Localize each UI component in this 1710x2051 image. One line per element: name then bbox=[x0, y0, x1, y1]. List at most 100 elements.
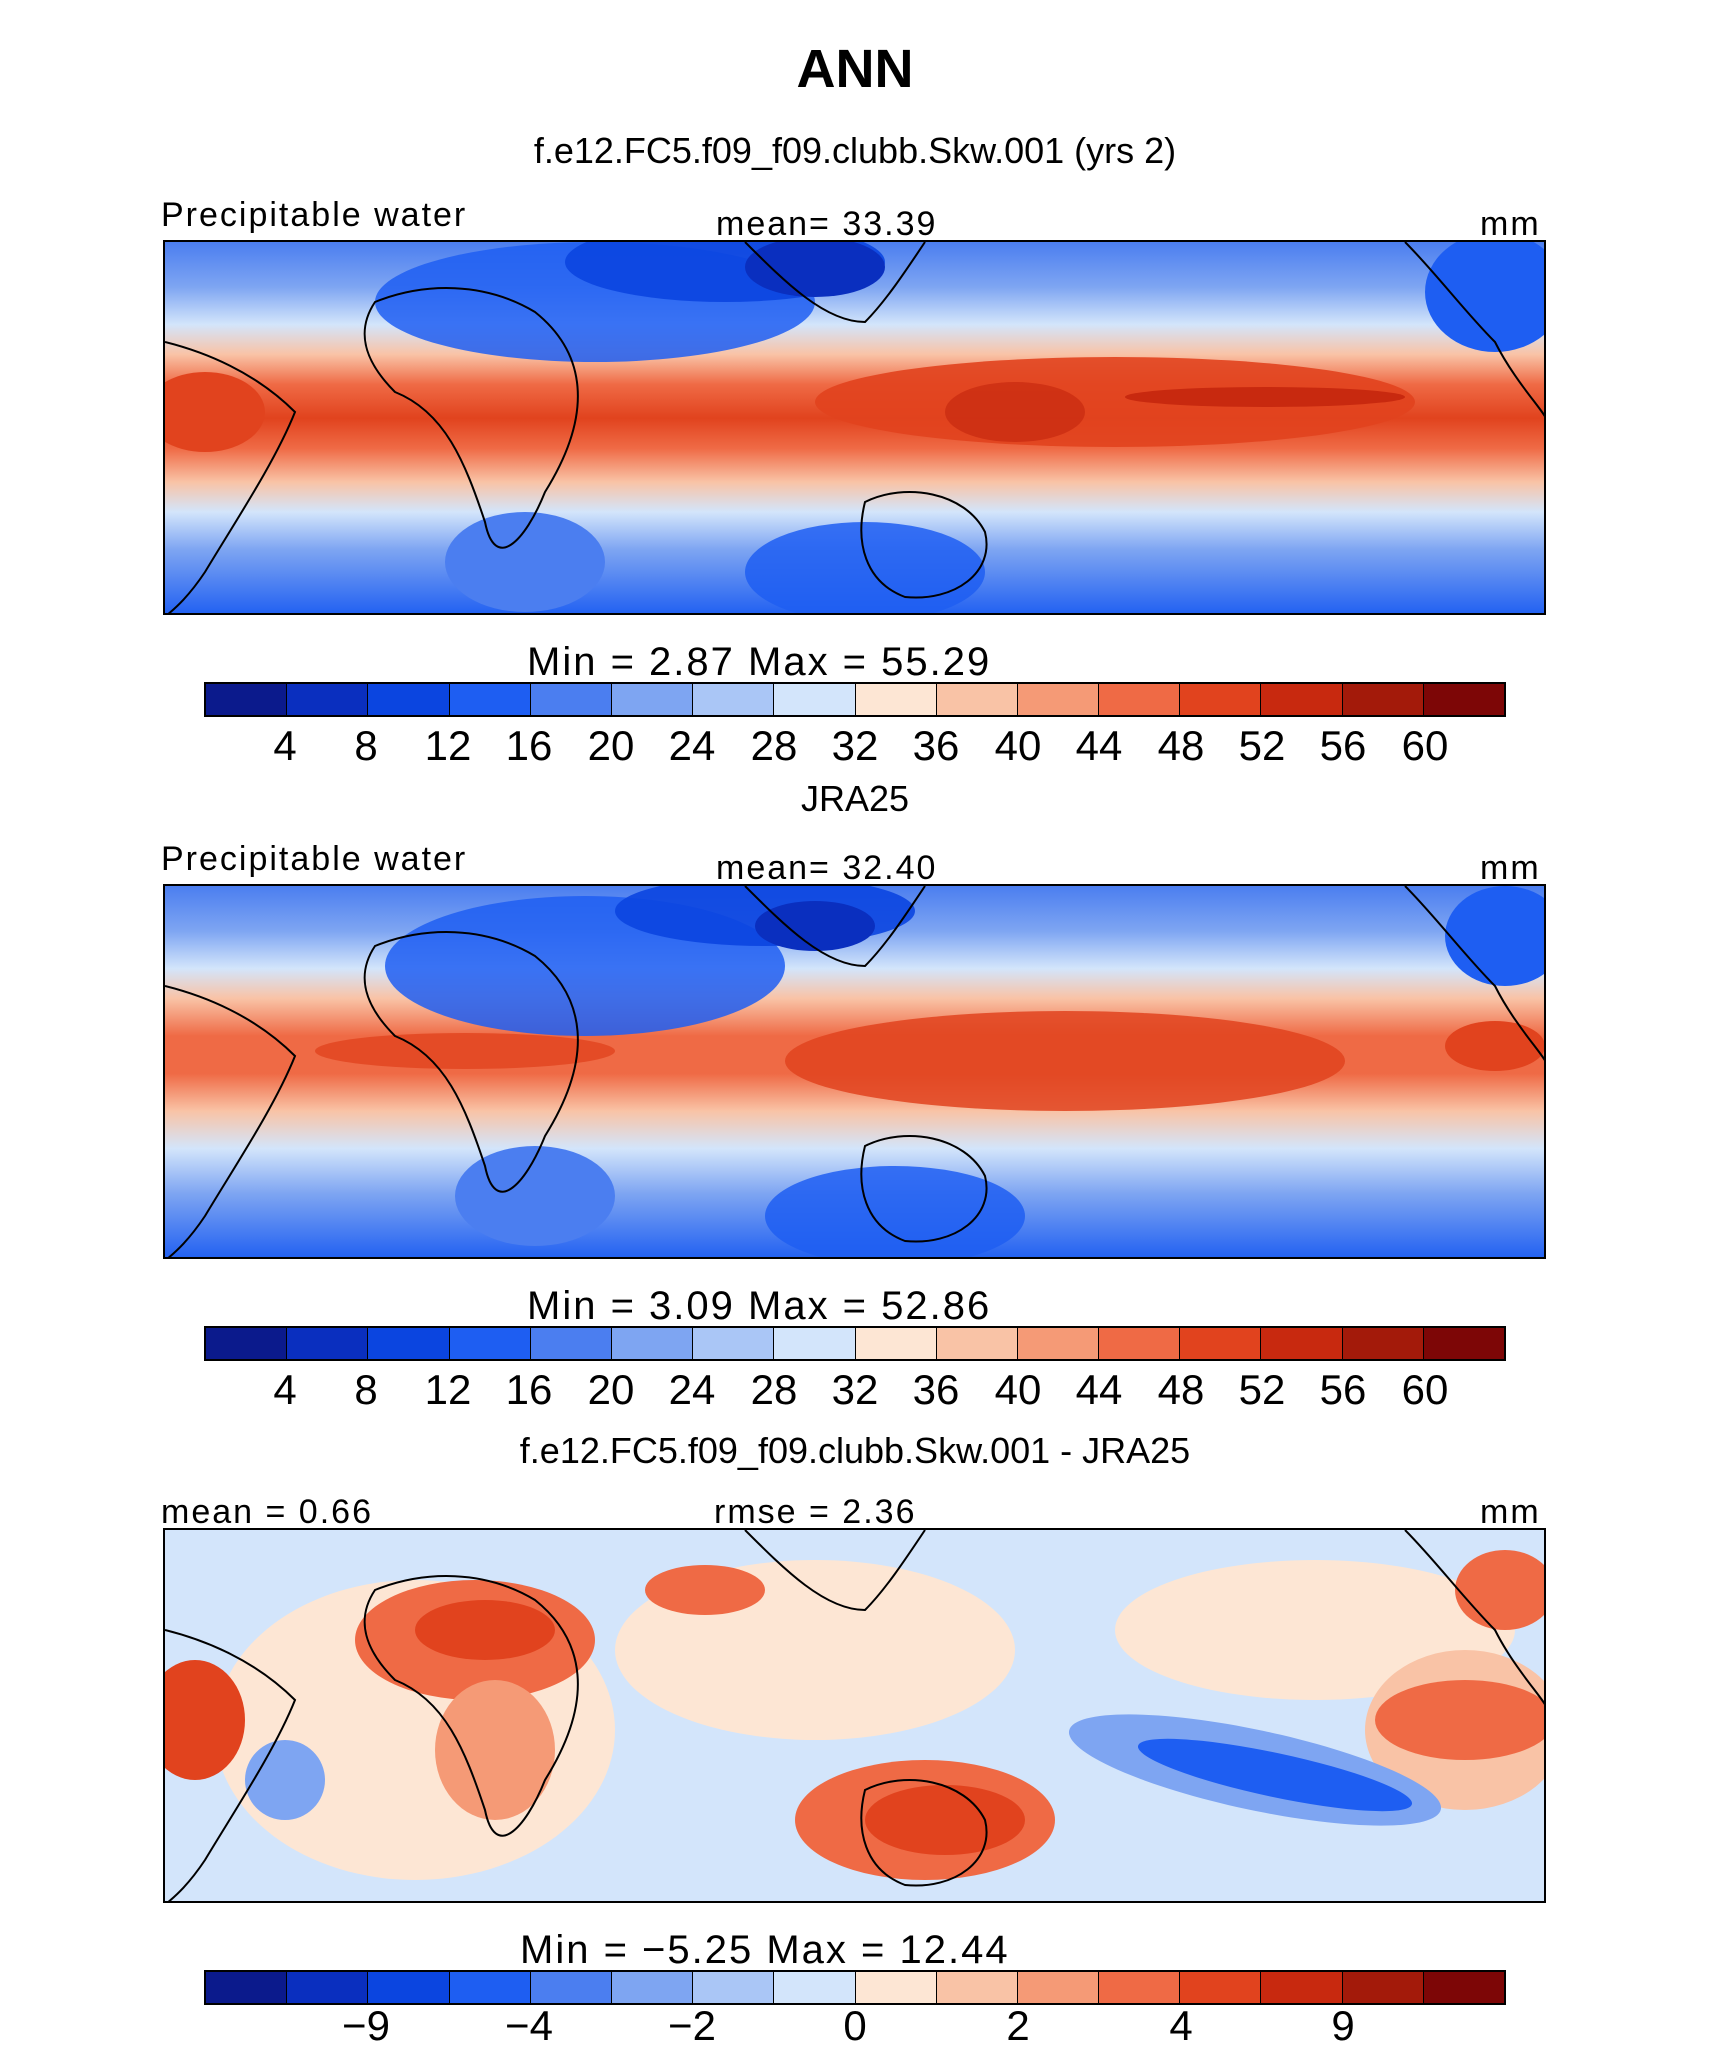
panel-model-mean-label: mean= 33.39 bbox=[716, 205, 938, 243]
colorbar-cell bbox=[1342, 1972, 1424, 2003]
colorbar-cell bbox=[206, 1328, 288, 1359]
colorbar-tick: 28 bbox=[750, 722, 798, 769]
panel-model-title: f.e12.FC5.f09_f09.clubb.Skw.001 (yrs 2) bbox=[533, 130, 1177, 171]
colorbar-tick: 12 bbox=[424, 722, 472, 769]
colorbar-cell bbox=[530, 1972, 612, 2003]
colorbar-tick: 8 bbox=[354, 1366, 378, 1413]
colorbar-tick: 2 bbox=[1006, 2002, 1030, 2049]
colorbar-cell bbox=[1017, 684, 1100, 715]
panel-model-colorbar-ticks: 4 8 12 16 20 24 28 32 36 40 44 48 52 56 … bbox=[0, 722, 1710, 772]
panel-diff-colorbar bbox=[204, 1970, 1506, 2005]
panel-model-variable-label: Precipitable water bbox=[161, 196, 468, 234]
panel-obs-colorbar bbox=[204, 1326, 1506, 1361]
panel-obs-variable-label: Precipitable water bbox=[161, 840, 468, 878]
colorbar-cell bbox=[611, 684, 694, 715]
colorbar-tick: 44 bbox=[1075, 1366, 1123, 1413]
colorbar-cell bbox=[206, 684, 288, 715]
colorbar-tick: 52 bbox=[1238, 1366, 1286, 1413]
panel-obs-map bbox=[163, 884, 1546, 1259]
colorbar-tick: 56 bbox=[1319, 1366, 1367, 1413]
colorbar-tick: 60 bbox=[1401, 1366, 1449, 1413]
colorbar-cell bbox=[287, 684, 369, 715]
colorbar-tick: 0 bbox=[843, 2002, 867, 2049]
panel-obs-units-label: mm bbox=[1480, 849, 1541, 887]
colorbar-cell bbox=[855, 1972, 937, 2003]
colorbar-tick: 48 bbox=[1157, 722, 1205, 769]
colorbar-cell bbox=[1099, 1972, 1181, 2003]
colorbar-cell bbox=[1261, 1972, 1343, 2003]
colorbar-tick: 32 bbox=[831, 722, 879, 769]
colorbar-tick: 60 bbox=[1401, 722, 1449, 769]
colorbar-cell bbox=[693, 1328, 775, 1359]
colorbar-tick: 20 bbox=[587, 1366, 635, 1413]
colorbar-cell bbox=[287, 1328, 369, 1359]
colorbar-tick: 12 bbox=[424, 1366, 472, 1413]
panel-diff-mean-label: mean = 0.66 bbox=[161, 1493, 373, 1531]
colorbar-cell bbox=[774, 684, 856, 715]
panel-model-colorbar bbox=[204, 682, 1506, 717]
colorbar-cell bbox=[855, 1328, 937, 1359]
colorbar-cell bbox=[1017, 1328, 1100, 1359]
colorbar-cell bbox=[368, 1328, 450, 1359]
colorbar-cell bbox=[368, 1972, 450, 2003]
panel-diff-minmax: Min = −5.25 Max = 12.44 bbox=[520, 1928, 1010, 1972]
colorbar-cell bbox=[1423, 1328, 1504, 1359]
colorbar-tick: 4 bbox=[1169, 2002, 1193, 2049]
colorbar-cell bbox=[449, 1328, 531, 1359]
panel-model-map bbox=[163, 240, 1546, 615]
colorbar-cell bbox=[1017, 1972, 1100, 2003]
plot-title: ANN bbox=[796, 39, 914, 99]
colorbar-cell bbox=[936, 1328, 1018, 1359]
colorbar-cell bbox=[1342, 684, 1424, 715]
colorbar-cell bbox=[936, 1972, 1018, 2003]
colorbar-tick: 24 bbox=[668, 722, 716, 769]
colorbar-cell bbox=[530, 1328, 612, 1359]
panel-diff-title: f.e12.FC5.f09_f09.clubb.Skw.001 - JRA25 bbox=[519, 1430, 1191, 1471]
colorbar-tick: 48 bbox=[1157, 1366, 1205, 1413]
colorbar-tick: 9 bbox=[1331, 2002, 1355, 2049]
panel-model-units-label: mm bbox=[1480, 205, 1541, 243]
colorbar-tick: 28 bbox=[750, 1366, 798, 1413]
panel-obs-title: JRA25 bbox=[800, 778, 910, 819]
colorbar-tick: 16 bbox=[505, 722, 553, 769]
colorbar-tick: 4 bbox=[273, 722, 297, 769]
colorbar-cell bbox=[1180, 684, 1262, 715]
panel-diff-units-label: mm bbox=[1480, 1493, 1541, 1531]
colorbar-tick: 40 bbox=[994, 722, 1042, 769]
colorbar-cell bbox=[611, 1972, 694, 2003]
colorbar-cell bbox=[449, 1972, 531, 2003]
colorbar-cell bbox=[774, 1328, 856, 1359]
colorbar-cell bbox=[1261, 684, 1343, 715]
colorbar-tick: 40 bbox=[994, 1366, 1042, 1413]
panel-diff-rmse-label: rmse = 2.36 bbox=[714, 1493, 917, 1531]
colorbar-tick: 36 bbox=[912, 1366, 960, 1413]
panel-diff-colorbar-ticks: −9 −4 −2 0 2 4 9 bbox=[0, 2002, 1710, 2051]
colorbar-tick: 52 bbox=[1238, 722, 1286, 769]
colorbar-cell bbox=[1180, 1328, 1262, 1359]
colorbar-cell bbox=[774, 1972, 856, 2003]
colorbar-tick: 36 bbox=[912, 722, 960, 769]
colorbar-cell bbox=[693, 684, 775, 715]
colorbar-cell bbox=[1423, 684, 1504, 715]
colorbar-cell bbox=[855, 684, 937, 715]
colorbar-tick: 56 bbox=[1319, 722, 1367, 769]
panel-obs-minmax: Min = 3.09 Max = 52.86 bbox=[527, 1284, 992, 1328]
colorbar-cell bbox=[1423, 1972, 1504, 2003]
colorbar-cell bbox=[368, 684, 450, 715]
colorbar-cell bbox=[1099, 684, 1181, 715]
colorbar-cell bbox=[1342, 1328, 1424, 1359]
colorbar-cell bbox=[449, 684, 531, 715]
panel-model-minmax: Min = 2.87 Max = 55.29 bbox=[527, 640, 992, 684]
panel-obs-mean-label: mean= 32.40 bbox=[716, 849, 938, 887]
colorbar-tick: −9 bbox=[342, 2002, 390, 2049]
colorbar-tick: 8 bbox=[354, 722, 378, 769]
colorbar-tick: 16 bbox=[505, 1366, 553, 1413]
colorbar-tick: 4 bbox=[273, 1366, 297, 1413]
colorbar-cell bbox=[1180, 1972, 1262, 2003]
colorbar-tick: 32 bbox=[831, 1366, 879, 1413]
panel-obs-colorbar-ticks: 4 8 12 16 20 24 28 32 36 40 44 48 52 56 … bbox=[0, 1366, 1710, 1416]
colorbar-cell bbox=[1099, 1328, 1181, 1359]
colorbar-cell bbox=[1261, 1328, 1343, 1359]
colorbar-tick: 20 bbox=[587, 722, 635, 769]
colorbar-cell bbox=[287, 1972, 369, 2003]
